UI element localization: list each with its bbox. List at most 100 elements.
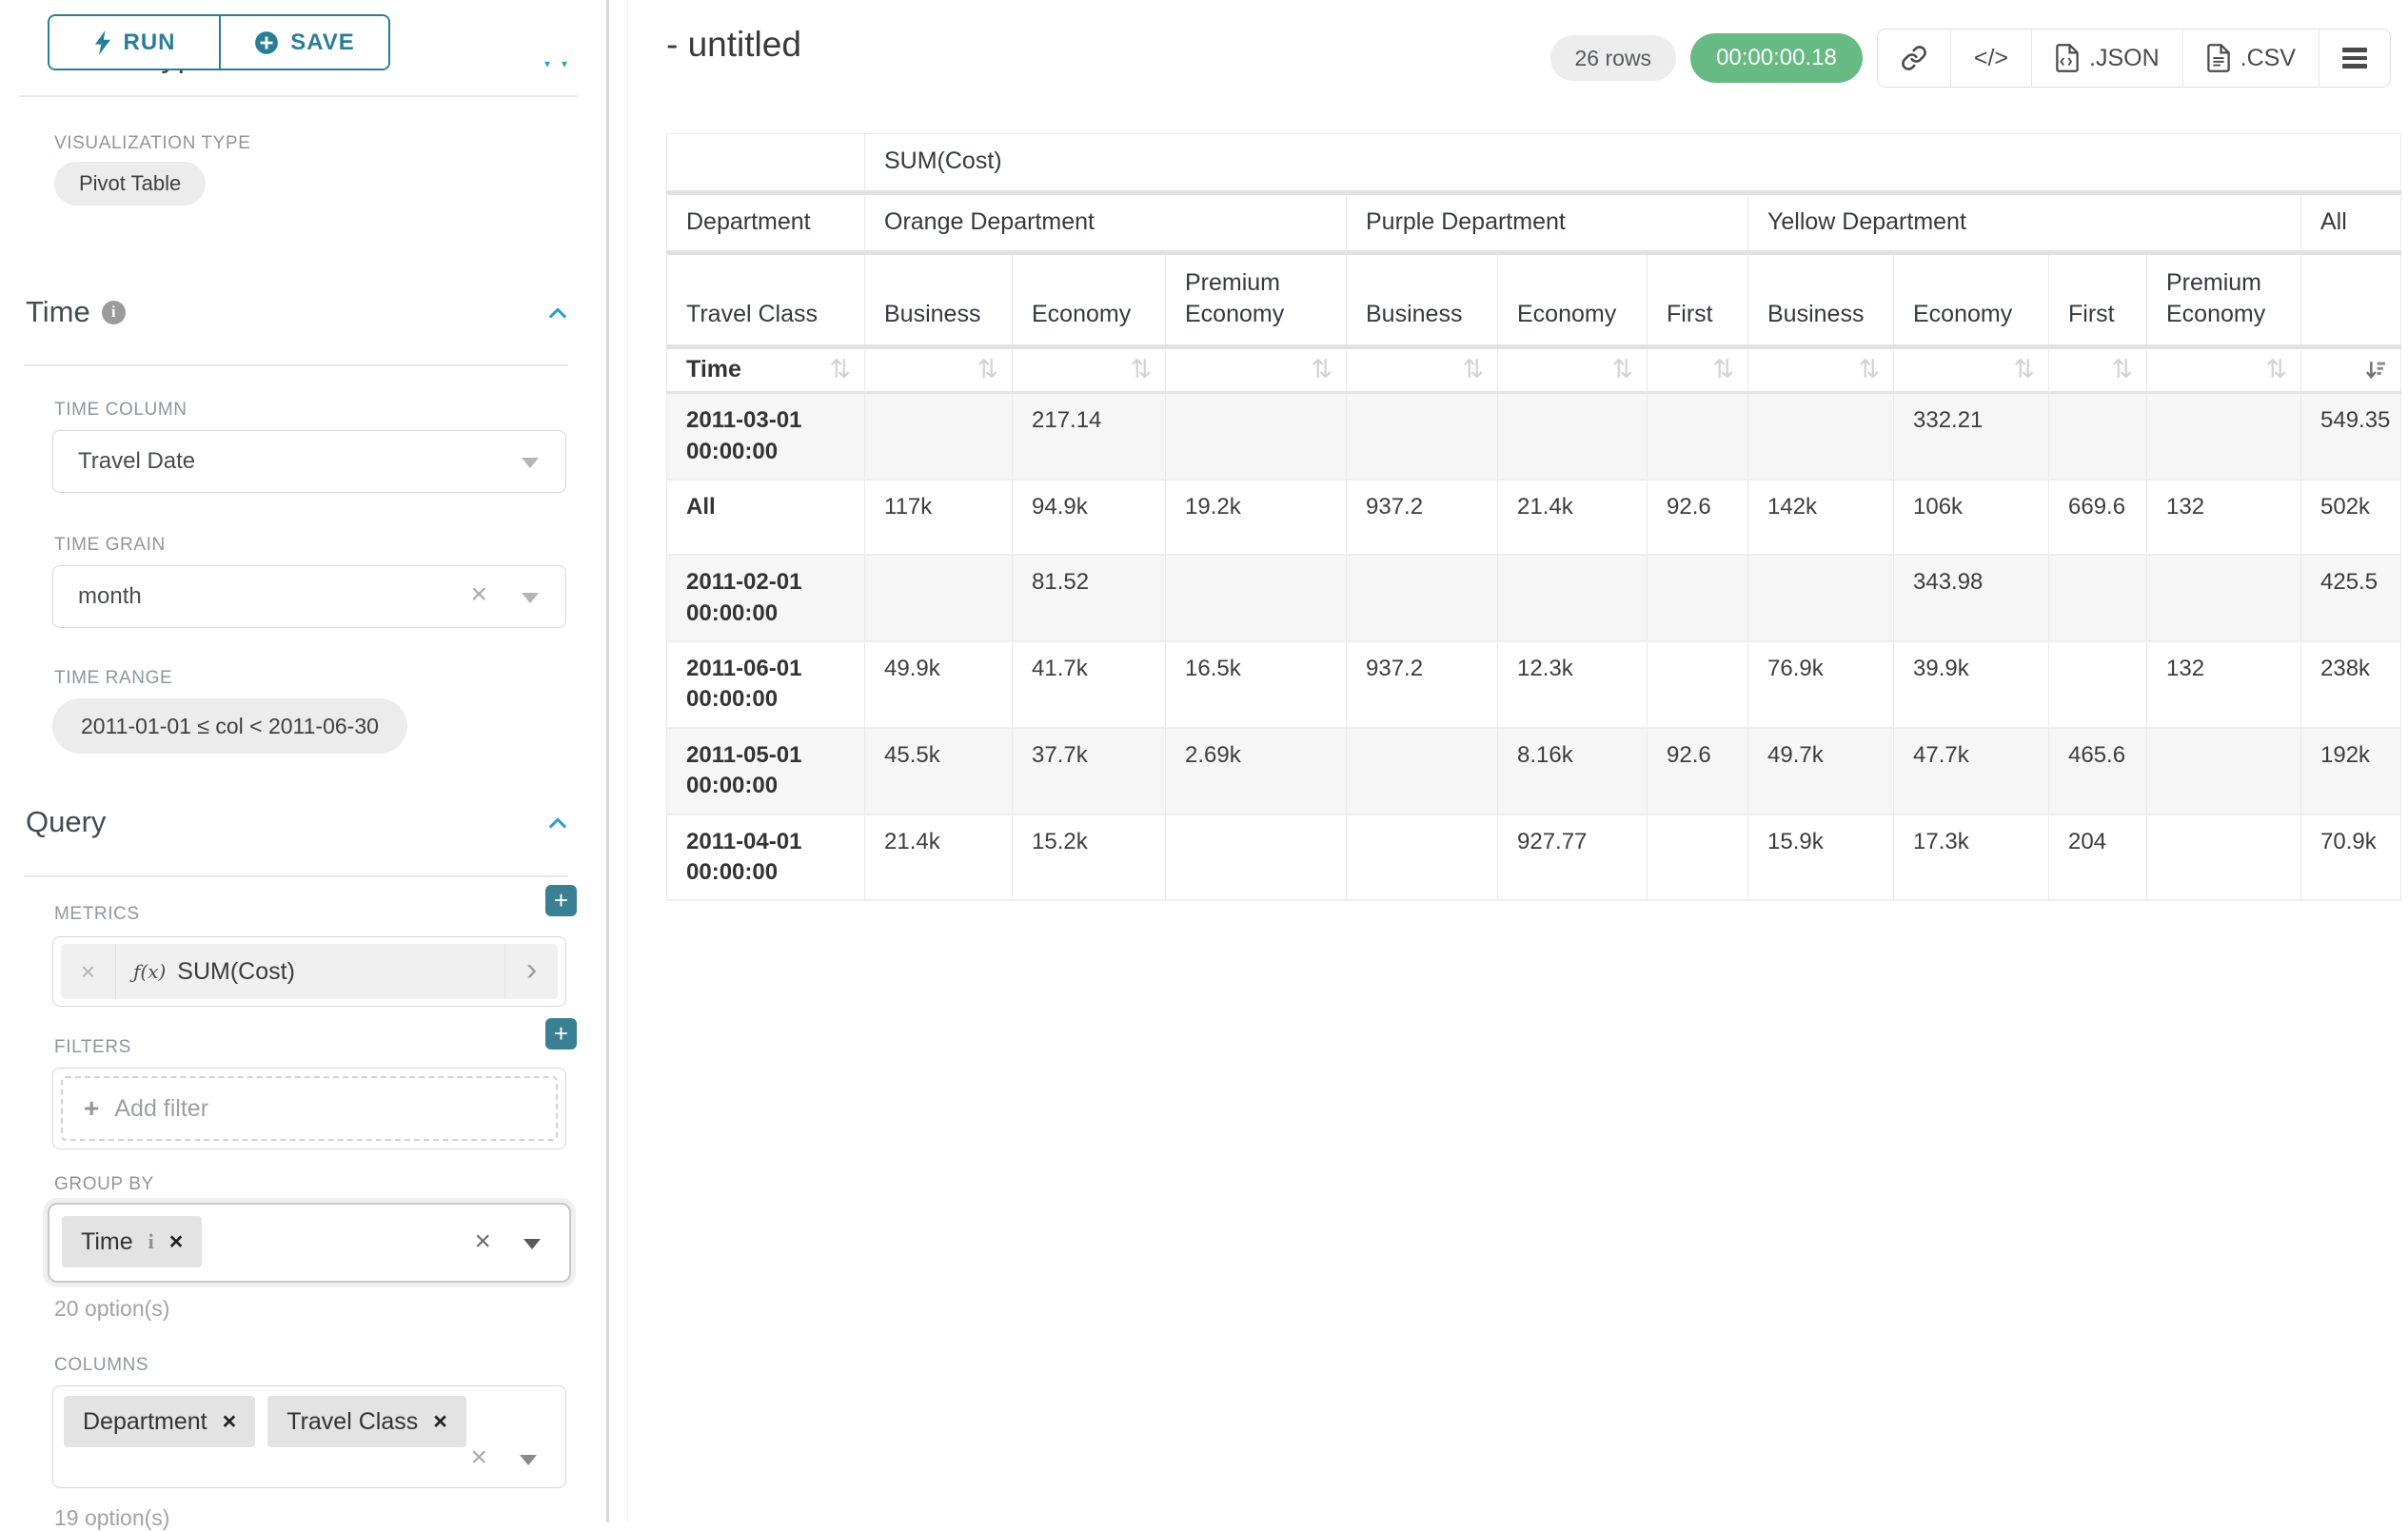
- table-row: 2011-05-01 00:00:0045.5k37.7k2.69k8.16k9…: [667, 728, 2401, 815]
- sort-icon: ⇅: [1712, 353, 1734, 387]
- pivot-cell: [1648, 641, 1748, 728]
- pivot-cell: 19.2k: [1166, 480, 1347, 555]
- chip-info-icon[interactable]: i: [148, 1229, 154, 1254]
- chip-remove-icon[interactable]: ×: [223, 1408, 237, 1436]
- sort-header[interactable]: ⇅: [865, 347, 1013, 393]
- pivot-col-header: First: [1648, 253, 1748, 347]
- metric-name: SUM(Cost): [177, 958, 295, 986]
- pivot-cell: 21.4k: [865, 815, 1013, 901]
- columns-chip[interactable]: Department ×: [64, 1396, 255, 1447]
- sort-header[interactable]: ⇅: [1347, 347, 1498, 393]
- sort-header[interactable]: ⇅: [2147, 347, 2301, 393]
- save-button[interactable]: SAVE: [219, 16, 388, 69]
- menu-button[interactable]: [2319, 29, 2390, 87]
- time-column-select[interactable]: Travel Date: [52, 430, 566, 493]
- row-count-badge: 26 rows: [1550, 35, 1677, 81]
- export-json-button[interactable]: .JSON: [2031, 29, 2182, 87]
- pivot-cell: 669.6: [2049, 480, 2147, 555]
- pivot-cell: [1166, 555, 1347, 641]
- add-filter-plus-button[interactable]: +: [545, 1018, 577, 1050]
- copy-link-button[interactable]: [1878, 29, 1950, 87]
- time-range-pill[interactable]: 2011-01-01 ≤ col < 2011-06-30: [52, 698, 407, 754]
- chip-remove-icon[interactable]: ×: [169, 1228, 184, 1256]
- pivot-cell: 132: [2147, 480, 2301, 555]
- group-by-chip[interactable]: Time i ×: [62, 1216, 202, 1267]
- pivot-cell: [1166, 815, 1347, 901]
- chip-remove-icon[interactable]: ×: [433, 1408, 447, 1436]
- sort-header[interactable]: ⇅: [2049, 347, 2147, 393]
- clear-icon[interactable]: ×: [470, 579, 487, 611]
- divider: [19, 95, 578, 97]
- pivot-cell: [1748, 555, 1894, 641]
- pivot-cell: 465.6: [2049, 728, 2147, 815]
- export-csv-button[interactable]: .CSV: [2182, 29, 2319, 87]
- pivot-cell: [1648, 815, 1748, 901]
- columns-label: COLUMNS: [54, 1355, 148, 1376]
- table-row: All117k94.9k19.2k937.221.4k92.6142k106k6…: [667, 480, 2401, 555]
- pivot-cell: [1347, 728, 1498, 815]
- chart-title[interactable]: - untitled: [666, 25, 801, 65]
- pivot-cell: 343.98: [1894, 555, 2049, 641]
- export-button-group: </> .JSON .CSV: [1877, 29, 2391, 88]
- pivot-cell: 217.14: [1013, 393, 1166, 480]
- pivot-cell: [2049, 393, 2147, 480]
- pivot-cell: [865, 393, 1013, 480]
- time-section-header: Time i: [26, 295, 126, 329]
- pivot-cell: 81.52: [1013, 555, 1166, 641]
- sort-header[interactable]: ⇅: [1748, 347, 1894, 393]
- pivot-cell: [2049, 555, 2147, 641]
- sort-header[interactable]: ⇅: [1648, 347, 1748, 393]
- hamburger-icon: [2342, 44, 2367, 72]
- clear-icon[interactable]: ×: [474, 1226, 491, 1258]
- collapse-query-icon[interactable]: [544, 811, 571, 837]
- viz-type-pill[interactable]: Pivot Table: [54, 162, 206, 206]
- link-icon: [1901, 45, 1927, 71]
- sort-header-time[interactable]: Time⇅: [667, 347, 865, 393]
- metrics-label: METRICS: [54, 904, 140, 925]
- caret-icon: ▾: [544, 57, 550, 70]
- divider: [24, 364, 568, 366]
- panel-divider[interactable]: [606, 0, 609, 1522]
- remove-metric-icon[interactable]: ×: [61, 944, 116, 999]
- metrics-box: × ƒ(x) SUM(Cost) ›: [52, 936, 566, 1007]
- pivot-cell: 92.6: [1648, 728, 1748, 815]
- pivot-col-header: Premium Economy: [2147, 253, 2301, 347]
- pivot-cell: 502k: [2301, 480, 2401, 555]
- pivot-cell: [1748, 393, 1894, 480]
- pivot-cell: 49.9k: [865, 641, 1013, 728]
- pivot-cell: 2.69k: [1166, 728, 1347, 815]
- pivot-col-header: First: [2049, 253, 2147, 347]
- metric-chip[interactable]: × ƒ(x) SUM(Cost) ›: [61, 944, 558, 999]
- add-filter-button[interactable]: + Add filter: [61, 1076, 558, 1141]
- pivot-cell: [1498, 393, 1648, 480]
- time-column-label: TIME COLUMN: [54, 400, 188, 421]
- info-icon[interactable]: i: [102, 301, 126, 324]
- time-grain-select[interactable]: month ×: [52, 565, 566, 628]
- control-panel: Chart Type RUN SAVE ▾ ▾ VISUALIZATION TY…: [0, 0, 617, 1522]
- sort-header[interactable]: ⇅: [1894, 347, 2049, 393]
- columns-chip[interactable]: Travel Class ×: [267, 1396, 466, 1447]
- columns-select[interactable]: Department × Travel Class × ×: [52, 1385, 566, 1488]
- sort-icon: ⇅: [2265, 353, 2287, 387]
- view-query-button[interactable]: </>: [1950, 29, 2031, 87]
- sort-header[interactable]: ⇅: [1013, 347, 1166, 393]
- sort-header[interactable]: ⇅: [1498, 347, 1648, 393]
- sort-icon: ⇅: [1858, 353, 1880, 387]
- fx-icon: ƒ(x): [133, 960, 166, 983]
- sort-header[interactable]: [2301, 347, 2401, 393]
- sort-header[interactable]: ⇅: [1166, 347, 1347, 393]
- collapse-time-icon[interactable]: [544, 301, 571, 327]
- filters-label: FILTERS: [54, 1037, 131, 1058]
- chevron-right-icon[interactable]: ›: [504, 944, 558, 999]
- add-metric-button[interactable]: +: [545, 885, 577, 916]
- pivot-group-header: All: [2301, 193, 2401, 253]
- run-button[interactable]: RUN: [49, 16, 219, 69]
- run-save-button-group: RUN SAVE: [48, 14, 390, 70]
- pivot-row-label: 2011-03-01 00:00:00: [667, 393, 865, 480]
- pivot-cell: 49.7k: [1748, 728, 1894, 815]
- clear-icon[interactable]: ×: [470, 1442, 487, 1474]
- pivot-cell: 142k: [1748, 480, 1894, 555]
- pivot-cell: 937.2: [1347, 641, 1498, 728]
- group-by-select[interactable]: Time i × ×: [48, 1203, 571, 1283]
- sort-icon: ⇅: [1130, 353, 1152, 387]
